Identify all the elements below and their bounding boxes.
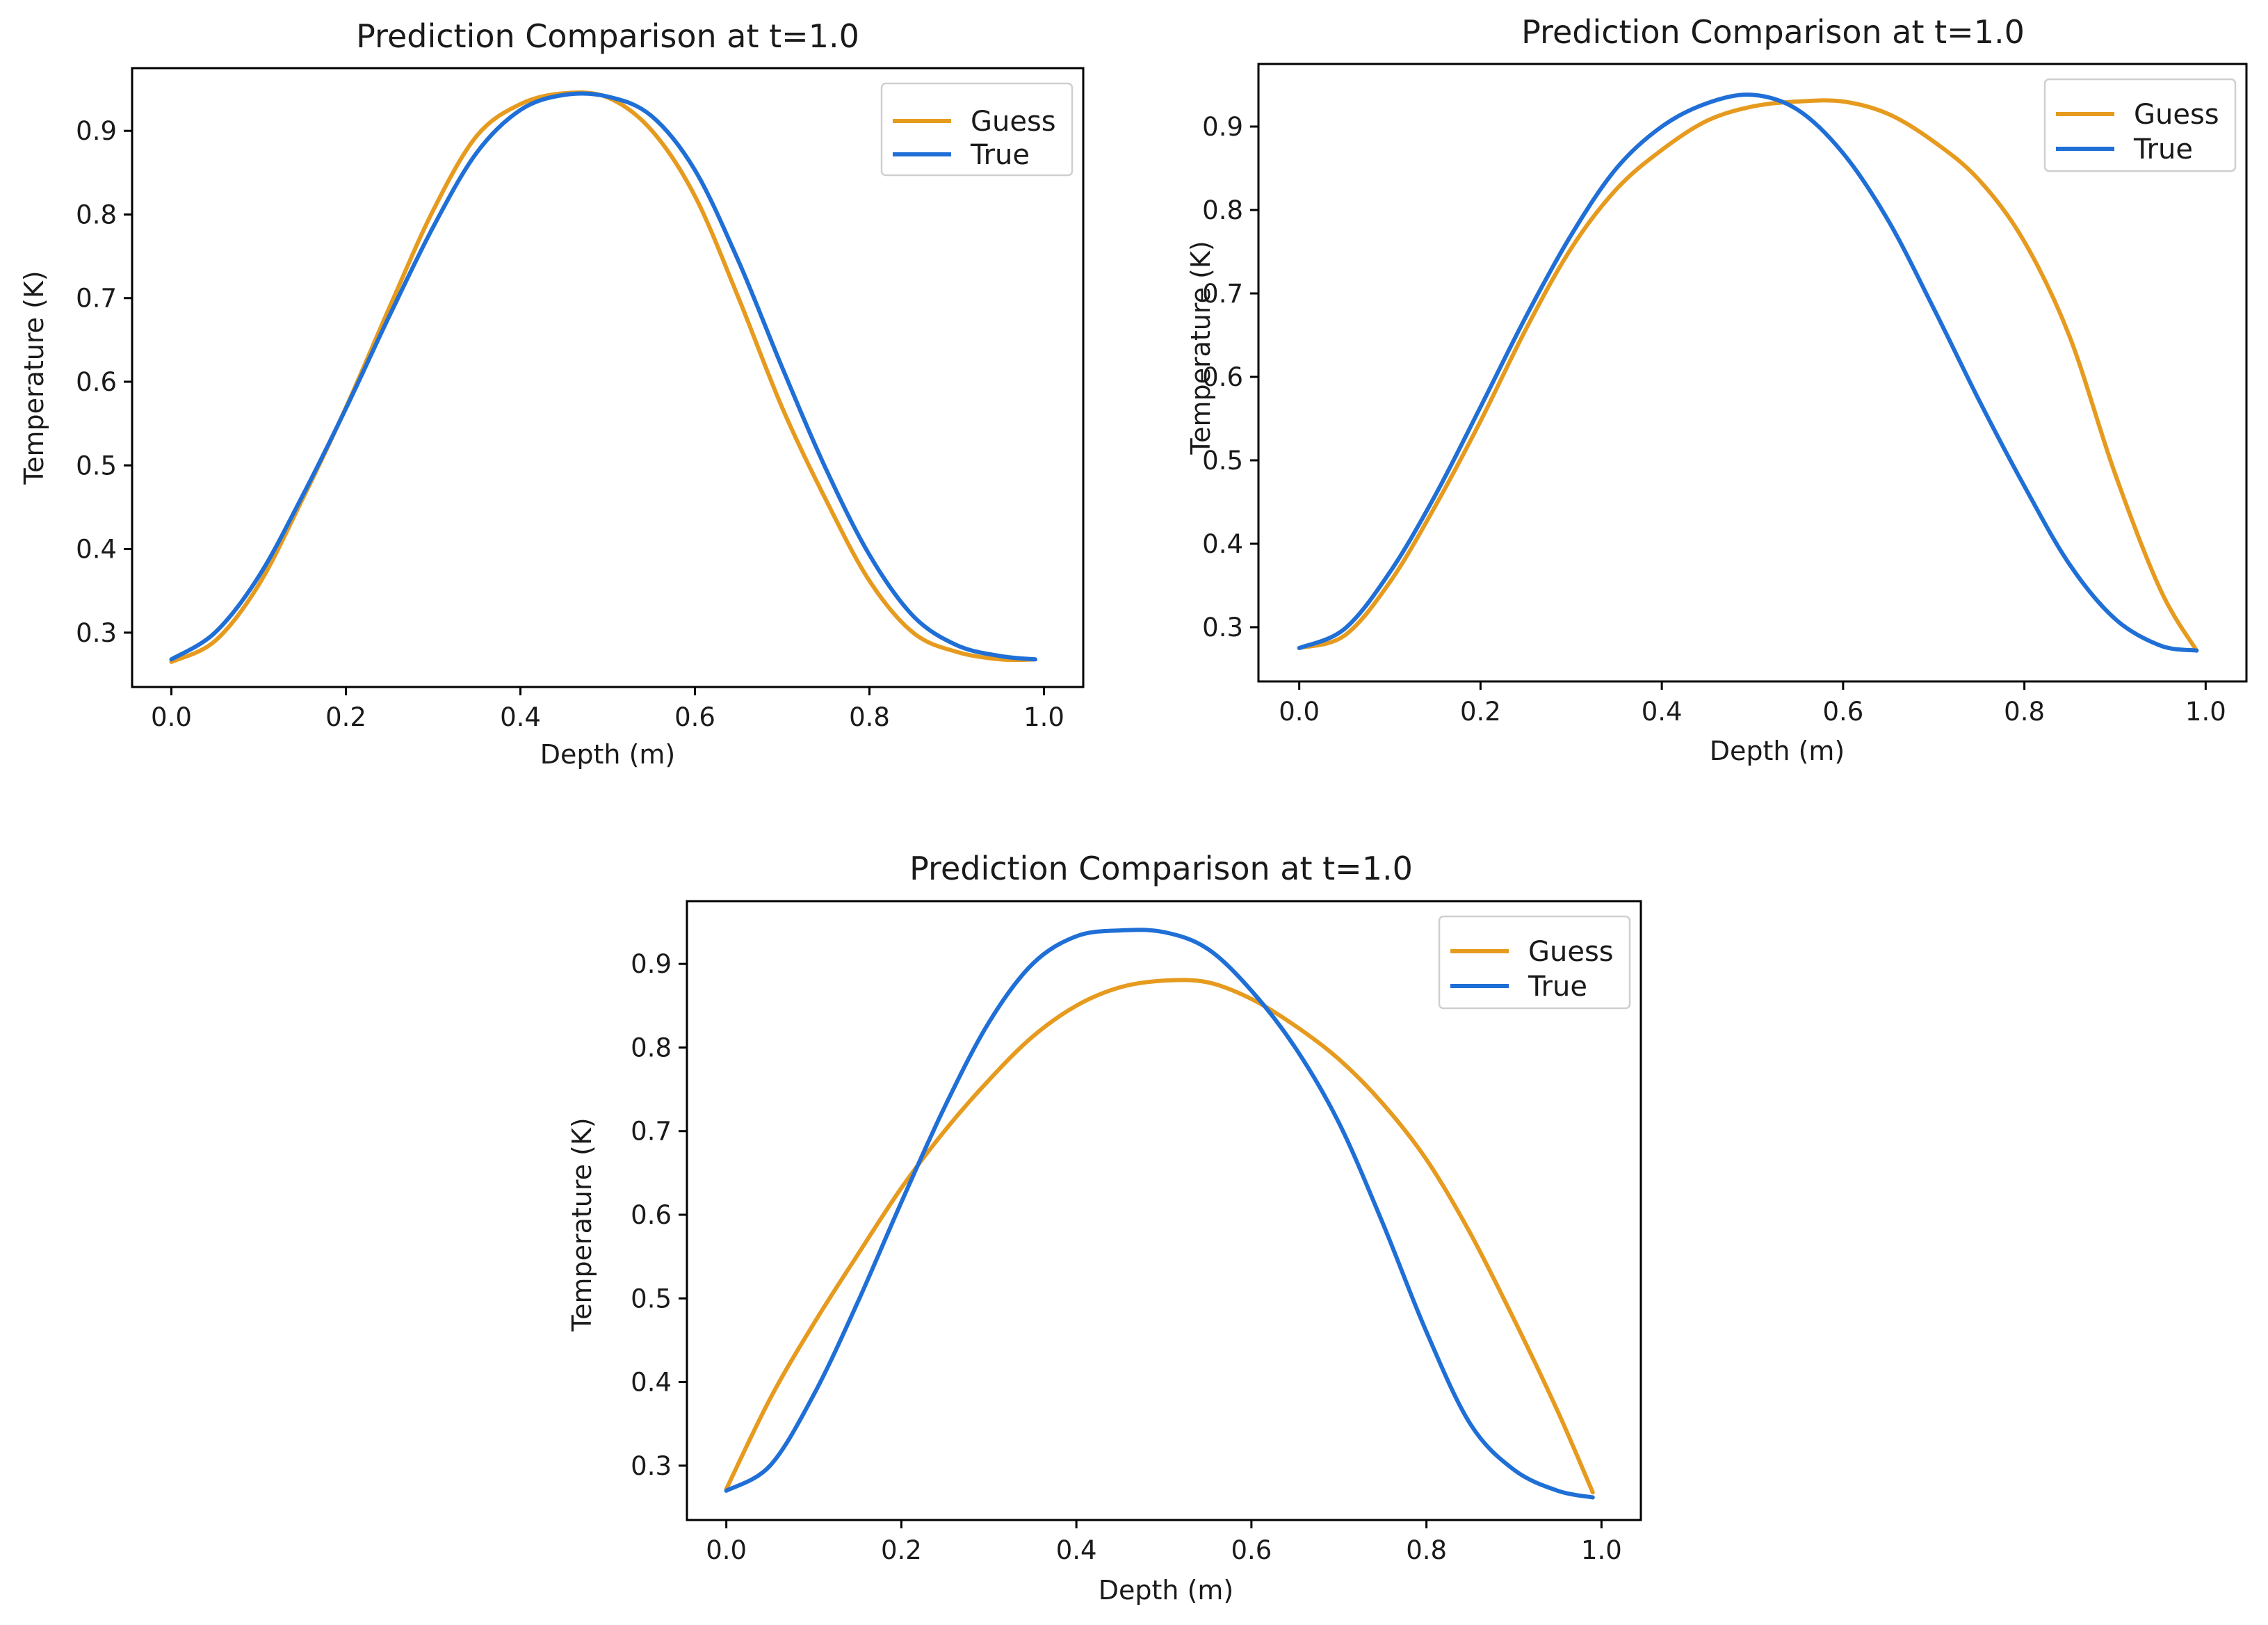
x-tick-label: 0.0 — [706, 1535, 747, 1565]
y-tick-label: 0.6 — [631, 1200, 672, 1230]
x-tick-label: 0.6 — [674, 702, 715, 732]
x-tick-label: 0.2 — [1460, 697, 1501, 727]
legend: Guess True — [880, 82, 1074, 177]
y-tick-label: 0.6 — [1202, 362, 1243, 392]
x-axis: 0.0 0.2 0.4 0.6 0.8 1.0 — [151, 687, 1064, 732]
series-line-guess — [169, 90, 1037, 664]
y-tick-label: 0.5 — [631, 1284, 672, 1313]
y-tick-label: 0.9 — [631, 949, 672, 979]
x-tick-label: 0.0 — [1279, 697, 1320, 727]
x-tick-label: 0.0 — [151, 702, 192, 732]
legend-label-true: True — [970, 139, 1030, 171]
y-tick-label: 0.9 — [1202, 112, 1243, 142]
plot-area — [169, 90, 1037, 664]
y-axis-label: Temperature (K) — [567, 1117, 597, 1332]
y-tick-label: 0.8 — [76, 200, 117, 229]
y-tick-label: 0.4 — [631, 1368, 672, 1398]
y-tick-label: 0.7 — [76, 284, 117, 314]
plot-frame — [1257, 63, 2248, 683]
x-tick-label: 0.6 — [1822, 697, 1863, 727]
legend-label-guess: Guess — [971, 106, 1056, 138]
series-line-true — [169, 91, 1037, 662]
y-tick-label: 0.5 — [1202, 446, 1243, 476]
legend: Guess True — [1438, 915, 1631, 1010]
series-line-true — [1297, 92, 2199, 653]
x-tick-label: 0.8 — [1406, 1535, 1447, 1565]
legend-label-true: True — [2133, 134, 2193, 165]
chart-title: Prediction Comparison at t=1.0 — [356, 17, 859, 55]
x-axis-label: Depth (m) — [1710, 736, 1845, 766]
y-axis-label: Temperature (K) — [1185, 241, 1216, 455]
y-tick-label: 0.7 — [631, 1117, 672, 1147]
x-tick-label: 1.0 — [2185, 697, 2226, 727]
y-tick-label: 0.8 — [1202, 195, 1243, 225]
x-tick-label: 0.4 — [500, 702, 541, 732]
y-tick-label: 0.3 — [76, 618, 117, 648]
y-tick-label: 0.8 — [631, 1033, 672, 1062]
plot-frame — [131, 67, 1085, 688]
x-tick-label: 0.2 — [325, 702, 366, 732]
series-line-guess — [1297, 98, 2199, 653]
x-tick-label: 0.6 — [1231, 1535, 1272, 1565]
y-tick-label: 0.4 — [1202, 529, 1243, 559]
y-tick-label: 0.7 — [1202, 279, 1243, 309]
plot-area — [724, 928, 1595, 1500]
x-axis: 0.0 0.2 0.4 0.6 0.8 1.0 — [1279, 681, 2226, 727]
y-tick-label: 0.5 — [76, 451, 117, 480]
x-tick-label: 1.0 — [1581, 1535, 1622, 1565]
y-tick-label: 0.6 — [76, 367, 117, 397]
x-tick-label: 0.8 — [849, 702, 890, 732]
chart-panel-2: 0.0 0.2 0.4 0.6 0.8 1.0 0.3 0.4 0.5 0.6 0.7 0.8 0.9… — [1185, 13, 2248, 766]
chart-title: Prediction Comparison at t=1.0 — [1521, 13, 2025, 51]
x-tick-label: 1.0 — [1023, 702, 1064, 732]
chart-panel-3: 0.0 0.2 0.4 0.6 0.8 1.0 0.3 0.4 0.5 0.6 0.7 0.8 0.9… — [567, 850, 1642, 1606]
x-tick-label: 0.4 — [1056, 1535, 1097, 1565]
y-axis: 0.3 0.4 0.5 0.6 0.7 0.8 0.9 — [1202, 112, 1258, 642]
x-axis-label: Depth (m) — [540, 739, 676, 770]
legend-label-guess: Guess — [1528, 936, 1614, 968]
legend: Guess True — [2043, 78, 2237, 172]
x-tick-label: 0.8 — [2004, 697, 2045, 727]
series-line-true — [724, 928, 1595, 1500]
x-axis-label: Depth (m) — [1099, 1575, 1234, 1606]
chart-panel-1: 0.0 0.2 0.4 0.6 0.8 1.0 0.3 0.4 0.5 0.6 0.7 0.8 0.9… — [19, 17, 1085, 770]
legend-label-true: True — [1528, 971, 1587, 1003]
x-axis: 0.0 0.2 0.4 0.6 0.8 1.0 — [706, 1520, 1622, 1565]
y-tick-label: 0.9 — [76, 116, 117, 146]
legend-label-guess: Guess — [2134, 99, 2219, 131]
x-tick-label: 0.2 — [881, 1535, 922, 1565]
series-line-guess — [724, 978, 1595, 1495]
plot-frame — [686, 900, 1642, 1521]
y-axis: 0.3 0.4 0.5 0.6 0.7 0.8 0.9 — [631, 949, 687, 1481]
y-tick-label: 0.4 — [76, 535, 117, 565]
chart-title: Prediction Comparison at t=1.0 — [909, 850, 1413, 887]
y-tick-label: 0.3 — [631, 1451, 672, 1481]
x-tick-label: 0.4 — [1642, 697, 1683, 727]
y-axis: 0.3 0.4 0.5 0.6 0.7 0.8 0.9 — [76, 116, 132, 648]
y-axis-label: Temperature (K) — [19, 270, 49, 485]
y-tick-label: 0.3 — [1202, 613, 1243, 642]
plot-area — [1297, 92, 2199, 653]
